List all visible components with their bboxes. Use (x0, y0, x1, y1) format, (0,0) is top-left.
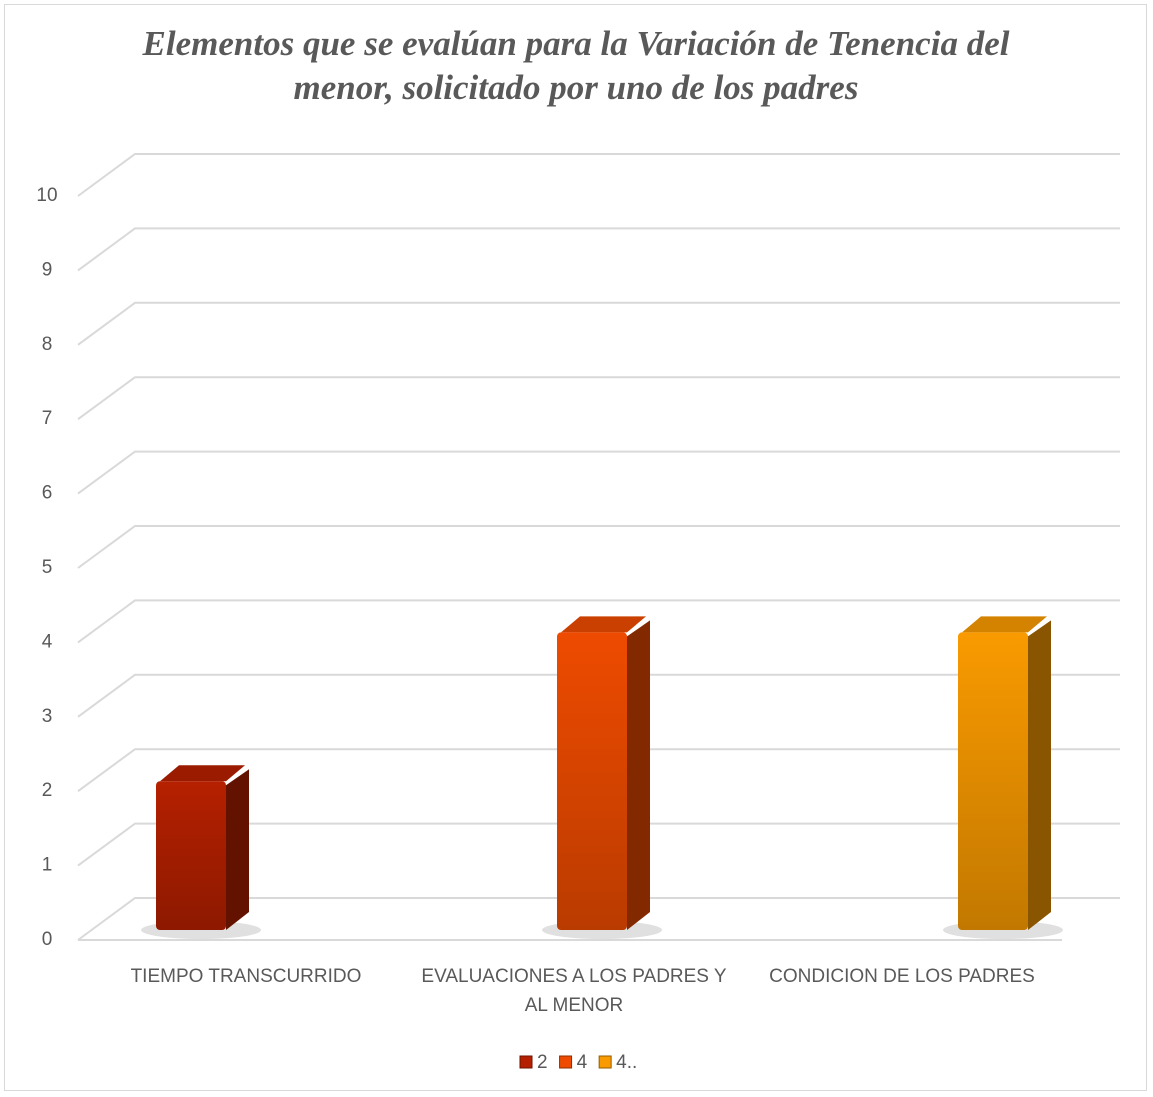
bar-side (627, 620, 650, 930)
legend-label: 2 (537, 1052, 548, 1073)
grid-line (77, 748, 1120, 793)
grid-line (77, 525, 1120, 569)
bar-side (226, 769, 249, 930)
y-tick-label: 1 (42, 855, 53, 876)
x-tick-label: TIEMPO TRANSCURRIDO (130, 966, 362, 987)
bar-side (1028, 620, 1051, 930)
legend-swatch (519, 1055, 533, 1069)
bar-top (962, 616, 1047, 633)
bar (542, 616, 662, 939)
bar-front (557, 632, 627, 930)
bar-top (561, 616, 646, 633)
y-tick-label: 4 (42, 631, 53, 652)
bar (943, 616, 1063, 939)
bar-front (958, 632, 1028, 930)
grid-line (77, 153, 1120, 197)
y-tick-label: 3 (42, 706, 53, 727)
y-tick-label: 9 (42, 259, 53, 280)
grid-line (77, 897, 1120, 941)
y-tick-label: 10 (36, 185, 57, 206)
grid-line (77, 376, 1120, 421)
grid-line (77, 822, 1120, 867)
y-tick-label: 6 (42, 483, 53, 504)
grid-line (77, 673, 1120, 718)
y-tick-label: 8 (42, 334, 53, 355)
bar-top (160, 765, 245, 782)
y-tick-label: 5 (42, 557, 53, 578)
legend-swatch (559, 1055, 573, 1069)
grid-line (77, 450, 1120, 495)
legend-swatch (598, 1055, 612, 1069)
grid-line (77, 599, 1120, 644)
x-tick-label: CONDICION DE LOS PADRES (769, 966, 1035, 987)
y-tick-label: 7 (42, 408, 53, 429)
bar (141, 765, 261, 939)
y-tick-label: 2 (42, 780, 53, 801)
chart-border (4, 4, 1147, 1091)
x-tick-label: EVALUACIONES A LOS PADRES Y AL MENOR (421, 966, 727, 1016)
chart-title: Elementos que se evalúan para la Variaci… (142, 24, 1010, 107)
grid-line (77, 301, 1120, 346)
legend-label: 4.. (616, 1052, 637, 1073)
legend-label: 4 (577, 1052, 588, 1073)
bar-front (156, 781, 226, 930)
y-tick-label: 0 (42, 929, 53, 950)
grid-line (77, 227, 1120, 272)
